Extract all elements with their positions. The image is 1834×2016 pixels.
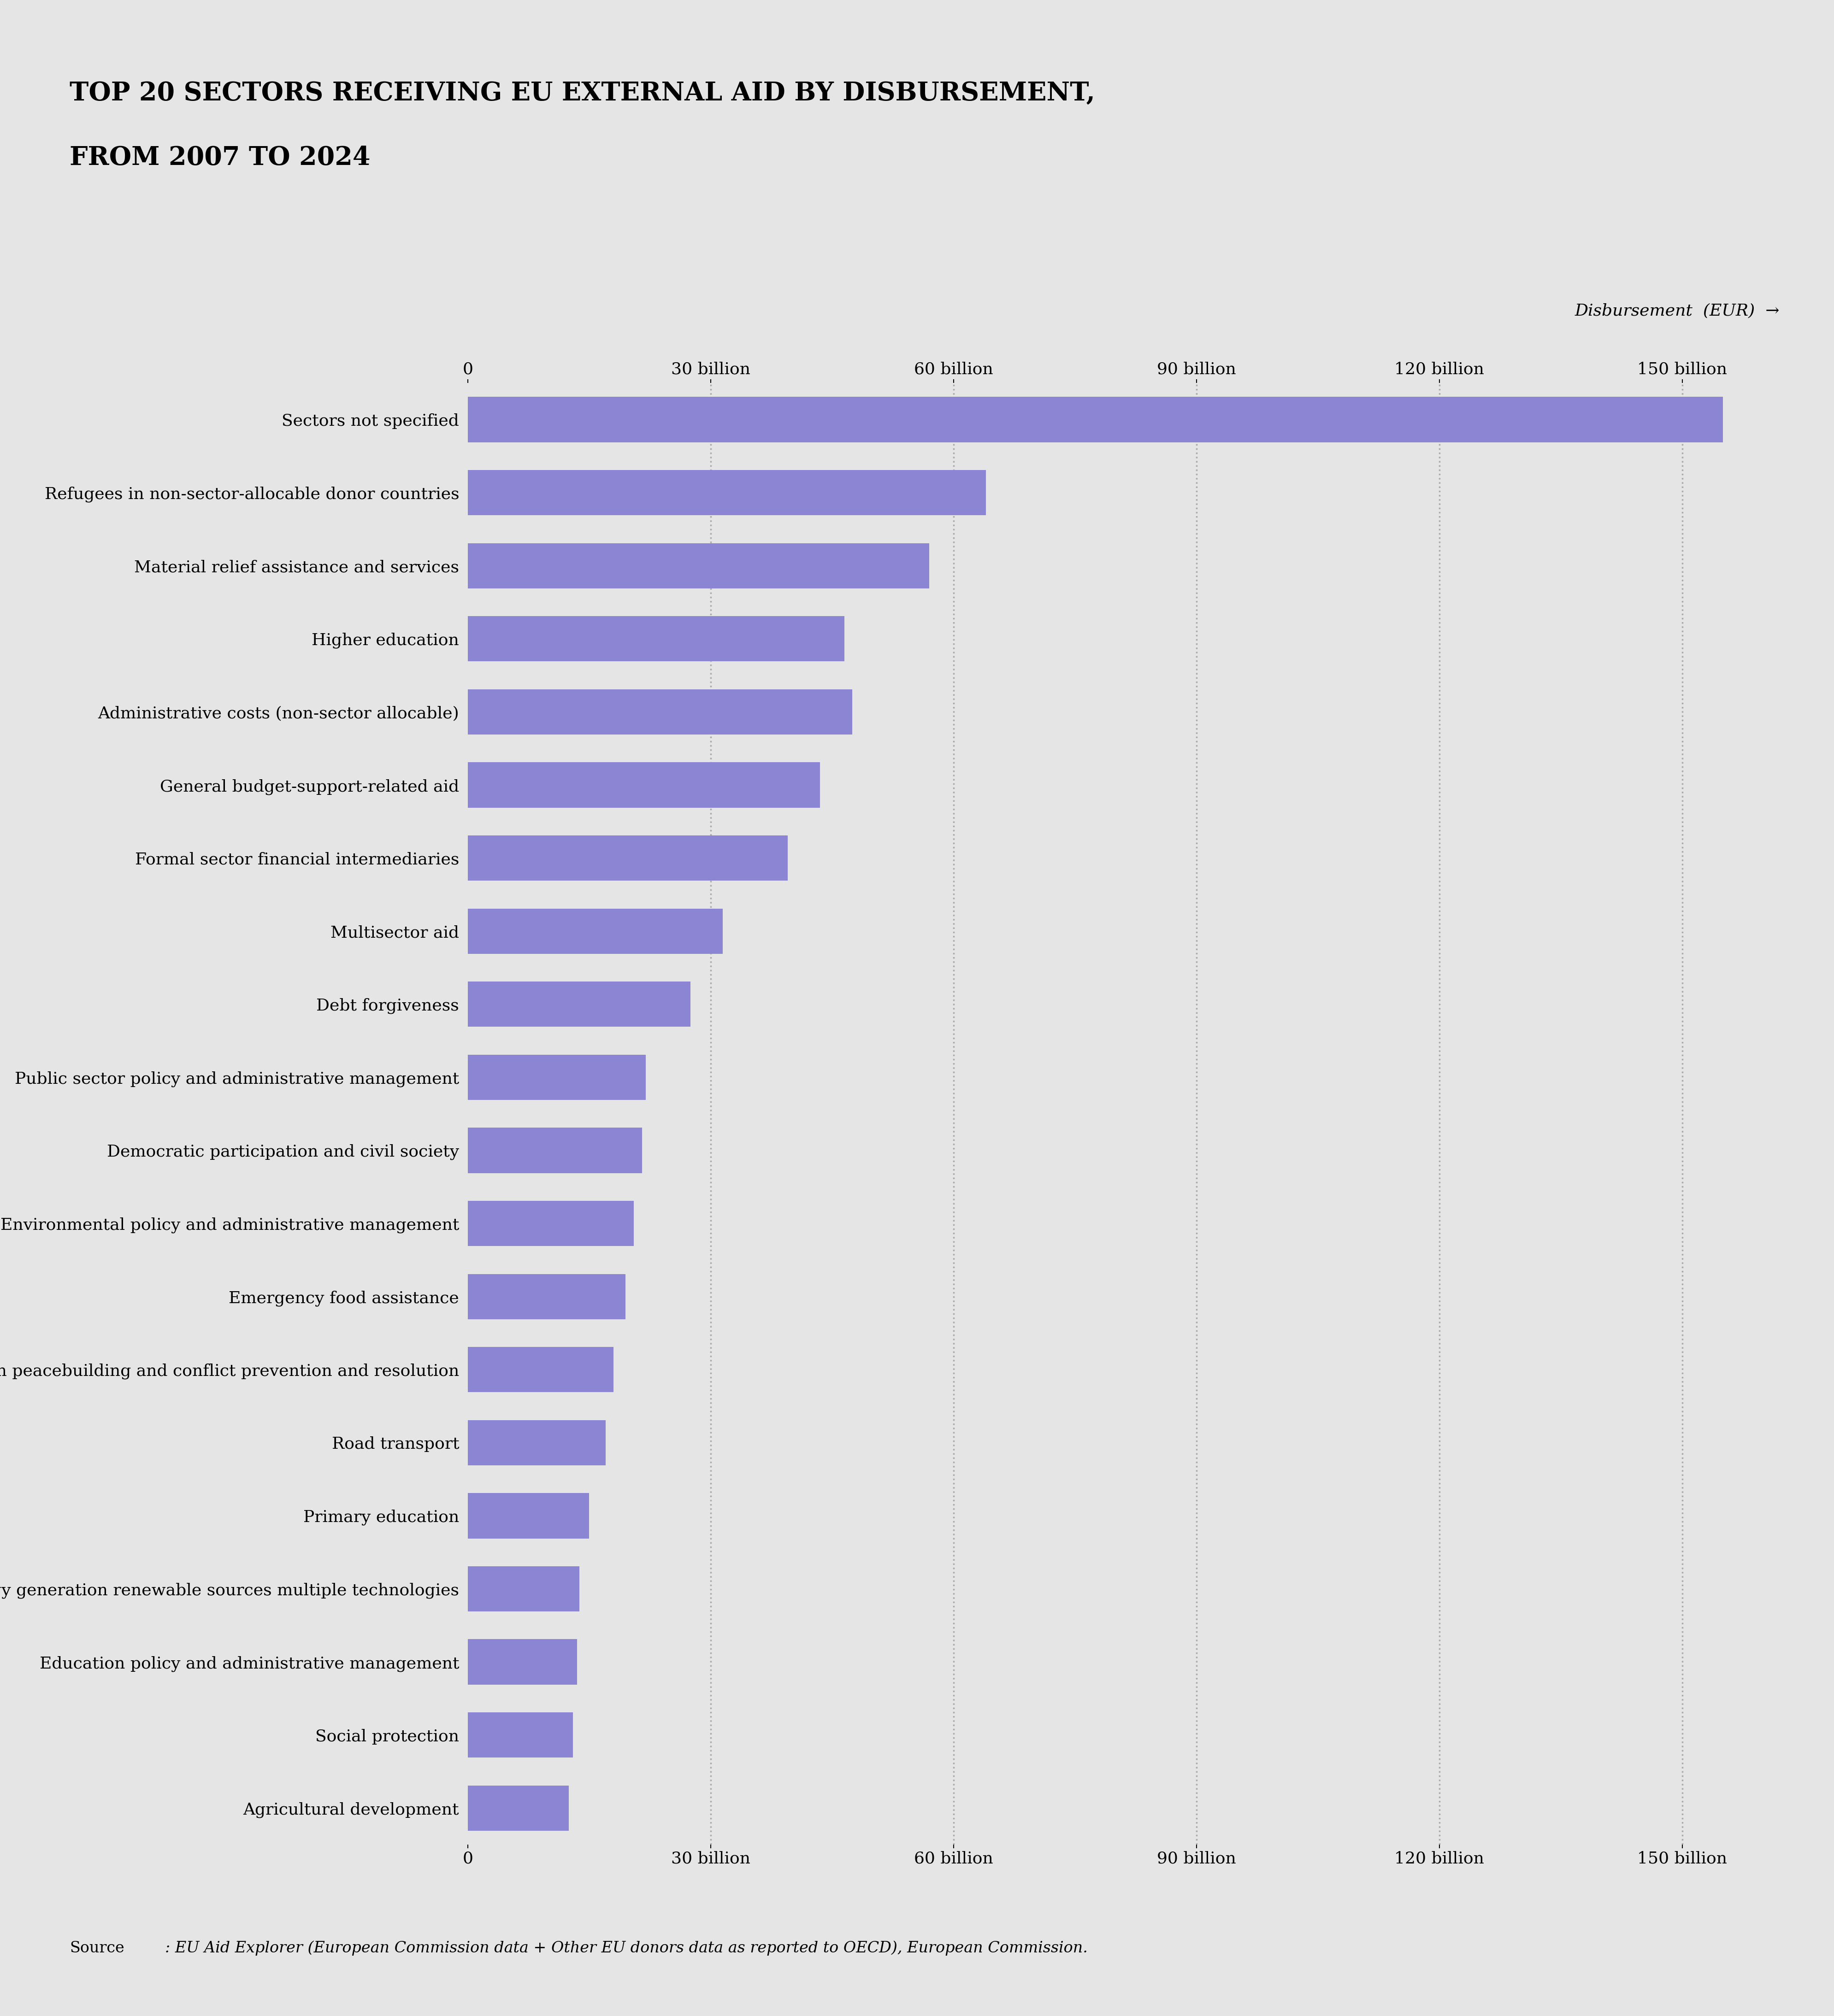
Text: FROM 2007 TO 2024: FROM 2007 TO 2024 xyxy=(70,145,370,171)
Bar xyxy=(468,909,723,954)
Bar xyxy=(468,1054,646,1101)
Text: TOP 20 SECTORS RECEIVING EU EXTERNAL AID BY DISBURSEMENT,: TOP 20 SECTORS RECEIVING EU EXTERNAL AID… xyxy=(70,81,1095,107)
Bar xyxy=(468,1566,580,1611)
Bar xyxy=(468,982,690,1026)
Bar xyxy=(468,762,820,808)
Bar xyxy=(468,617,844,661)
Bar xyxy=(468,1347,613,1393)
Bar xyxy=(468,1127,642,1173)
Bar xyxy=(468,689,853,734)
Bar xyxy=(468,1202,633,1246)
Bar xyxy=(468,1274,625,1318)
Bar xyxy=(468,542,930,589)
Bar xyxy=(468,397,1722,442)
Bar xyxy=(468,1786,569,1831)
Text: Source: Source xyxy=(70,1941,125,1956)
Bar xyxy=(468,1639,578,1685)
Text: : EU Aid Explorer (European Commission data + Other EU donors data as reported t: : EU Aid Explorer (European Commission d… xyxy=(165,1941,1088,1956)
Text: Disbursement  (EUR)  →: Disbursement (EUR) → xyxy=(1574,302,1779,319)
Bar xyxy=(468,1419,605,1466)
Bar xyxy=(468,1712,572,1758)
Bar xyxy=(468,470,985,516)
Bar xyxy=(468,1494,589,1538)
Bar xyxy=(468,835,787,881)
